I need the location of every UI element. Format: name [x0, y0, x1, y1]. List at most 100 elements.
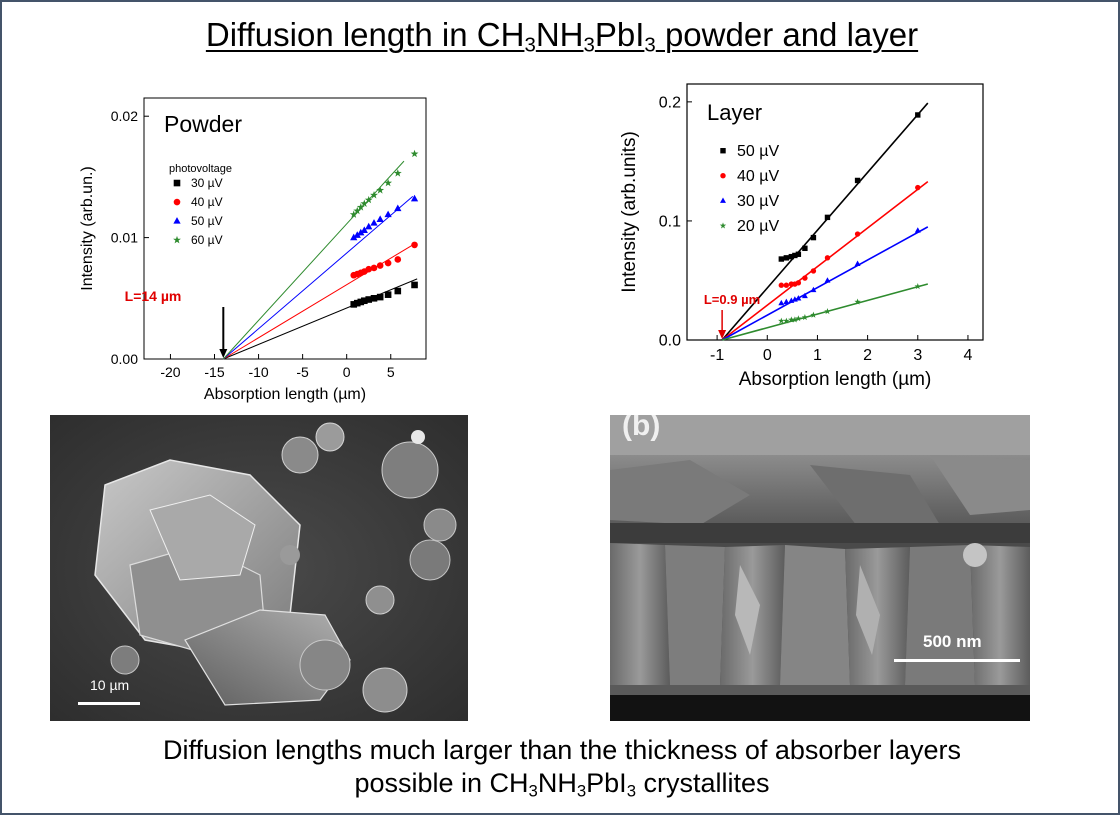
layer-point-2-1: [783, 298, 790, 305]
layer-legend-marker-3: [719, 222, 727, 229]
powder-crystal-drawing: [50, 415, 468, 721]
layer-point-0-1: [783, 255, 790, 261]
powder-point-0-2: [357, 298, 365, 306]
powder-point-0-6: [376, 293, 384, 301]
powder-legend-marker-3: [173, 235, 181, 244]
powder-point-1-4: [365, 265, 373, 273]
powder-point-0-3: [361, 297, 368, 305]
slide-title: Diffusion length in CH3NH3PbI3 powder an…: [205, 16, 919, 57]
layer-legend-label-3: 20 µV: [737, 218, 779, 235]
powder-legend-label-0: 30 µV: [191, 176, 223, 190]
powder-legend-label-3: 60 µV: [191, 233, 223, 247]
layer-annotation-arrowhead: [718, 330, 727, 339]
powder-fit-line-2: [222, 195, 414, 360]
layer-xtick-label-2: 1: [813, 347, 822, 364]
powder-legend-marker-2: [173, 217, 181, 224]
layer-series-2: [778, 227, 921, 306]
powder-point-1-5: [370, 264, 378, 272]
layer-point-1-4: [795, 280, 802, 286]
layer-point-0-4: [795, 251, 802, 257]
powder-xtick-label-5: 5: [387, 364, 395, 380]
layer-series-1: [778, 184, 921, 288]
powder-point-3-0: [349, 210, 358, 218]
layer-xtick-label-3: 2: [863, 347, 872, 364]
powder-xtick-label-0: -20: [160, 364, 180, 380]
powder-legend-marker-1: [173, 198, 181, 206]
layer-legend-marker-1: [720, 173, 726, 179]
sem-image-layer: (b) 500 nm: [610, 415, 1030, 721]
slide-caption: Diffusion lengths much larger than the t…: [2, 734, 1120, 800]
powder-xtick-label-1: -15: [204, 364, 224, 380]
layer-point-3-1: [783, 317, 790, 324]
powder-point-3-6: [376, 186, 385, 194]
layer-point-2-5: [801, 292, 808, 299]
powder-point-0-5: [370, 295, 378, 302]
layer-scale-label: 500 nm: [923, 632, 982, 651]
powder-fit-line-0: [223, 278, 418, 360]
powder-series-3: [349, 149, 419, 218]
powder-legend-title: photovoltage: [169, 163, 232, 175]
powder-series-1: [350, 241, 418, 279]
layer-point-0-3: [792, 252, 798, 259]
layer-legend-marker-2: [720, 197, 726, 203]
layer-point-0-7: [824, 214, 831, 221]
layer-ytick-label-1: 0.1: [659, 214, 681, 231]
powder-point-2-4: [365, 222, 373, 230]
powder-point-1-9: [411, 241, 418, 249]
powder-legend-label-1: 40 µV: [191, 195, 223, 209]
powder-xtick-label-4: 0: [343, 364, 351, 380]
powder-point-2-8: [394, 204, 402, 212]
powder-fit-line-1: [223, 244, 414, 360]
layer-fit-line-0: [721, 102, 929, 341]
powder-point-2-5: [370, 219, 378, 226]
powder-point-2-9: [410, 194, 419, 202]
layer-legend-label-0: 50 µV: [737, 143, 779, 160]
powder-scale-label: 10 µm: [90, 677, 130, 693]
powder-annotation-arrowhead: [219, 349, 228, 358]
layer-chart: -1 0 1 2 3 4 0.0 0.1 0.2 Absorption length (µm) In…: [619, 83, 984, 390]
layer-fit-line-3: [721, 283, 929, 341]
layer-point-3-5: [801, 314, 809, 321]
layer-point-1-9: [915, 184, 921, 191]
layer-point-2-7: [824, 277, 831, 283]
powder-fit-line-3: [222, 160, 405, 360]
powder-ytick-label-1: 0.01: [111, 230, 138, 246]
layer-xtick-label-5: 4: [963, 347, 972, 364]
powder-point-3-2: [356, 203, 365, 211]
powder-annotation-label: L=14 µm: [125, 288, 182, 304]
layer-point-2-0: [778, 299, 785, 306]
powder-xtick-label-2: -10: [248, 364, 268, 380]
powder-panel-label: Powder: [164, 111, 242, 137]
powder-ytick-label-2: 0.02: [111, 108, 138, 124]
layer-point-2-4: [795, 295, 802, 301]
layer-ytick-label-0: 0.0: [659, 333, 681, 350]
powder-point-3-7: [384, 178, 393, 187]
layer-point-3-7: [824, 308, 831, 315]
powder-point-3-9: [410, 149, 419, 158]
caption-line-2: possible in CH3NH3PbI3 crystallites: [354, 768, 770, 801]
powder-point-3-4: [364, 195, 373, 204]
layer-crosssection-drawing: [610, 415, 1030, 721]
layer-legend-label-2: 30 µV: [737, 193, 779, 210]
layer-annotation-label: L=0.9 µm: [704, 292, 760, 307]
powder-xtick-label-3: -5: [296, 364, 309, 380]
layer-point-3-4: [795, 315, 802, 322]
powder-series-0: [350, 281, 418, 308]
layer-point-3-6: [810, 311, 817, 318]
powder-legend-marker-0: [173, 179, 181, 187]
layer-point-1-6: [810, 268, 817, 274]
layer-ytick-label-2: 0.2: [659, 94, 681, 111]
layer-point-0-2: [788, 253, 795, 260]
powder-point-3-5: [370, 190, 378, 199]
powder-xlabel: Absorption length (µm): [204, 386, 366, 403]
caption-line-1: Diffusion lengths much larger than the t…: [163, 735, 961, 765]
layer-panel-label: (b): [622, 415, 661, 442]
layer-xlabel: Absorption length (µm): [739, 369, 932, 390]
layer-point-3-9: [914, 283, 921, 290]
layer-point-1-0: [778, 282, 785, 288]
powder-point-0-9: [411, 281, 418, 289]
layer-point-0-8: [854, 177, 861, 184]
layer-series-3: [778, 283, 921, 324]
powder-point-2-1: [353, 231, 361, 238]
